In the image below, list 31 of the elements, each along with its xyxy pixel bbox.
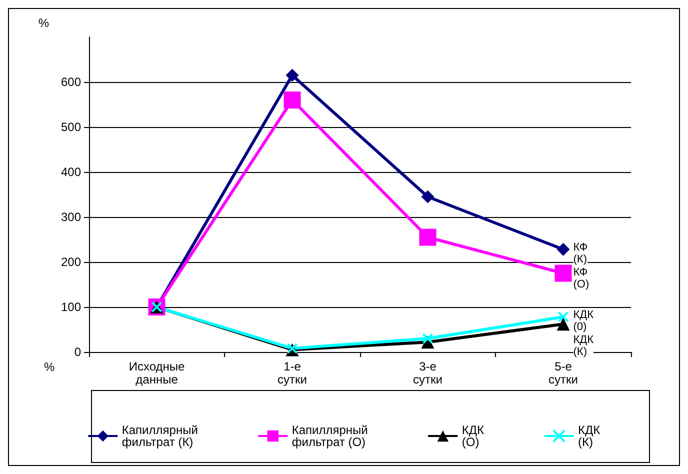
- x-tick-label: 5-е сутки: [548, 360, 578, 386]
- point: [554, 264, 572, 282]
- annotation: КФ (О): [573, 266, 590, 290]
- y-tick-label: 200: [60, 255, 82, 269]
- y-tick-label: 600: [60, 75, 82, 89]
- y-tick-label: 100: [60, 300, 82, 314]
- x-tick-label: 3-е сутки: [413, 360, 442, 386]
- y-axis-title: %: [38, 16, 50, 30]
- point: [421, 190, 434, 204]
- point: [422, 333, 434, 344]
- y-tick-label: 500: [60, 120, 82, 134]
- x-tick-label: 1-е сутки: [278, 360, 307, 386]
- legend-label: Капиллярный фильтрат (К): [122, 423, 198, 449]
- point: [556, 242, 570, 256]
- legend-label: КДК (О): [462, 423, 484, 449]
- annotation: КДК (К): [573, 334, 594, 358]
- point: [286, 68, 299, 82]
- point: [558, 311, 569, 322]
- point: [284, 92, 301, 108]
- point: [286, 342, 298, 354]
- y-tick-label: 400: [60, 165, 82, 179]
- y-tick-label: 0: [74, 345, 82, 359]
- text: %: [44, 360, 55, 374]
- annotation: КФ (К): [573, 241, 588, 266]
- legend-label: Капиллярный фильтрат (О): [292, 423, 368, 449]
- y-tick-label: 300: [60, 210, 82, 224]
- annotation: КДК (0): [573, 308, 594, 333]
- x-tick-label: Исходные данные: [128, 360, 185, 386]
- point: [556, 318, 570, 331]
- legend-label: КДК (К): [578, 423, 600, 449]
- point: [419, 228, 436, 246]
